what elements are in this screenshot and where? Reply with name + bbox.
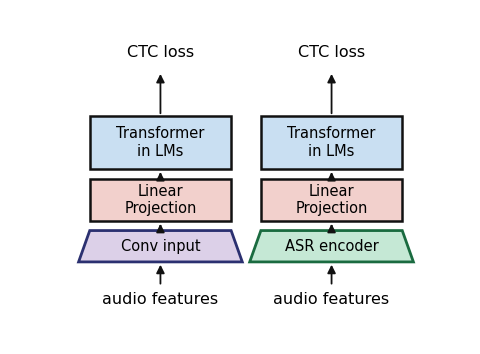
Bar (90, 179, 231, 221)
Text: Transformer
in LMs: Transformer in LMs (116, 126, 204, 159)
Polygon shape (79, 230, 242, 262)
Text: Conv input: Conv input (120, 239, 200, 254)
Bar (261, 179, 402, 221)
Text: Linear
Projection: Linear Projection (124, 184, 197, 216)
Text: Linear
Projection: Linear Projection (295, 184, 368, 216)
Text: audio features: audio features (102, 292, 218, 307)
Text: audio features: audio features (274, 292, 390, 307)
Text: Transformer
in LMs: Transformer in LMs (288, 126, 376, 159)
Text: CTC loss: CTC loss (298, 45, 365, 60)
Text: ASR encoder: ASR encoder (285, 239, 378, 254)
Bar (261, 116, 402, 169)
Text: CTC loss: CTC loss (127, 45, 194, 60)
Bar (90, 116, 231, 169)
Polygon shape (250, 230, 413, 262)
